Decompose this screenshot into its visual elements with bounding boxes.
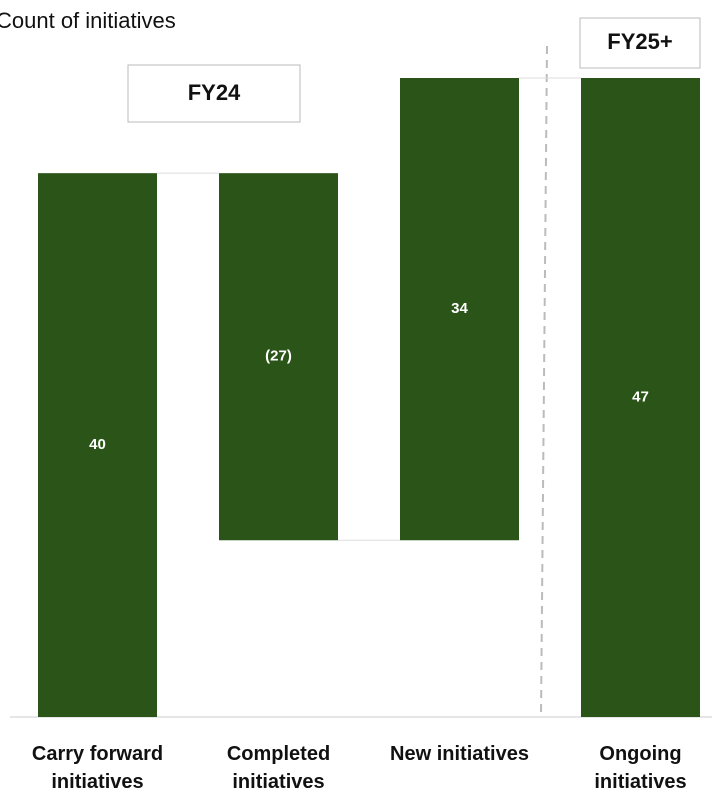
bar xyxy=(219,173,338,541)
annotation: FY25+ xyxy=(607,29,672,54)
annotation-box xyxy=(127,64,301,123)
x-tick-label: Carry forward initiatives xyxy=(31,743,164,793)
data-label: (27) xyxy=(265,348,292,365)
bar xyxy=(38,173,157,717)
bar xyxy=(400,78,519,541)
data-label: 34 xyxy=(451,300,468,317)
data-label: 40 xyxy=(89,436,106,453)
x-tick-label: Ongoing initiatives xyxy=(594,743,687,793)
x-tick-label: New initiatives xyxy=(390,743,529,765)
bar xyxy=(581,78,700,717)
annotation: FY24 xyxy=(188,80,241,105)
chart-title: Count of initiatives xyxy=(0,8,176,33)
x-tick-label: Completed initiatives xyxy=(226,743,331,793)
data-label: 47 xyxy=(632,388,649,405)
annotation-box xyxy=(579,17,701,69)
divider xyxy=(540,45,548,716)
